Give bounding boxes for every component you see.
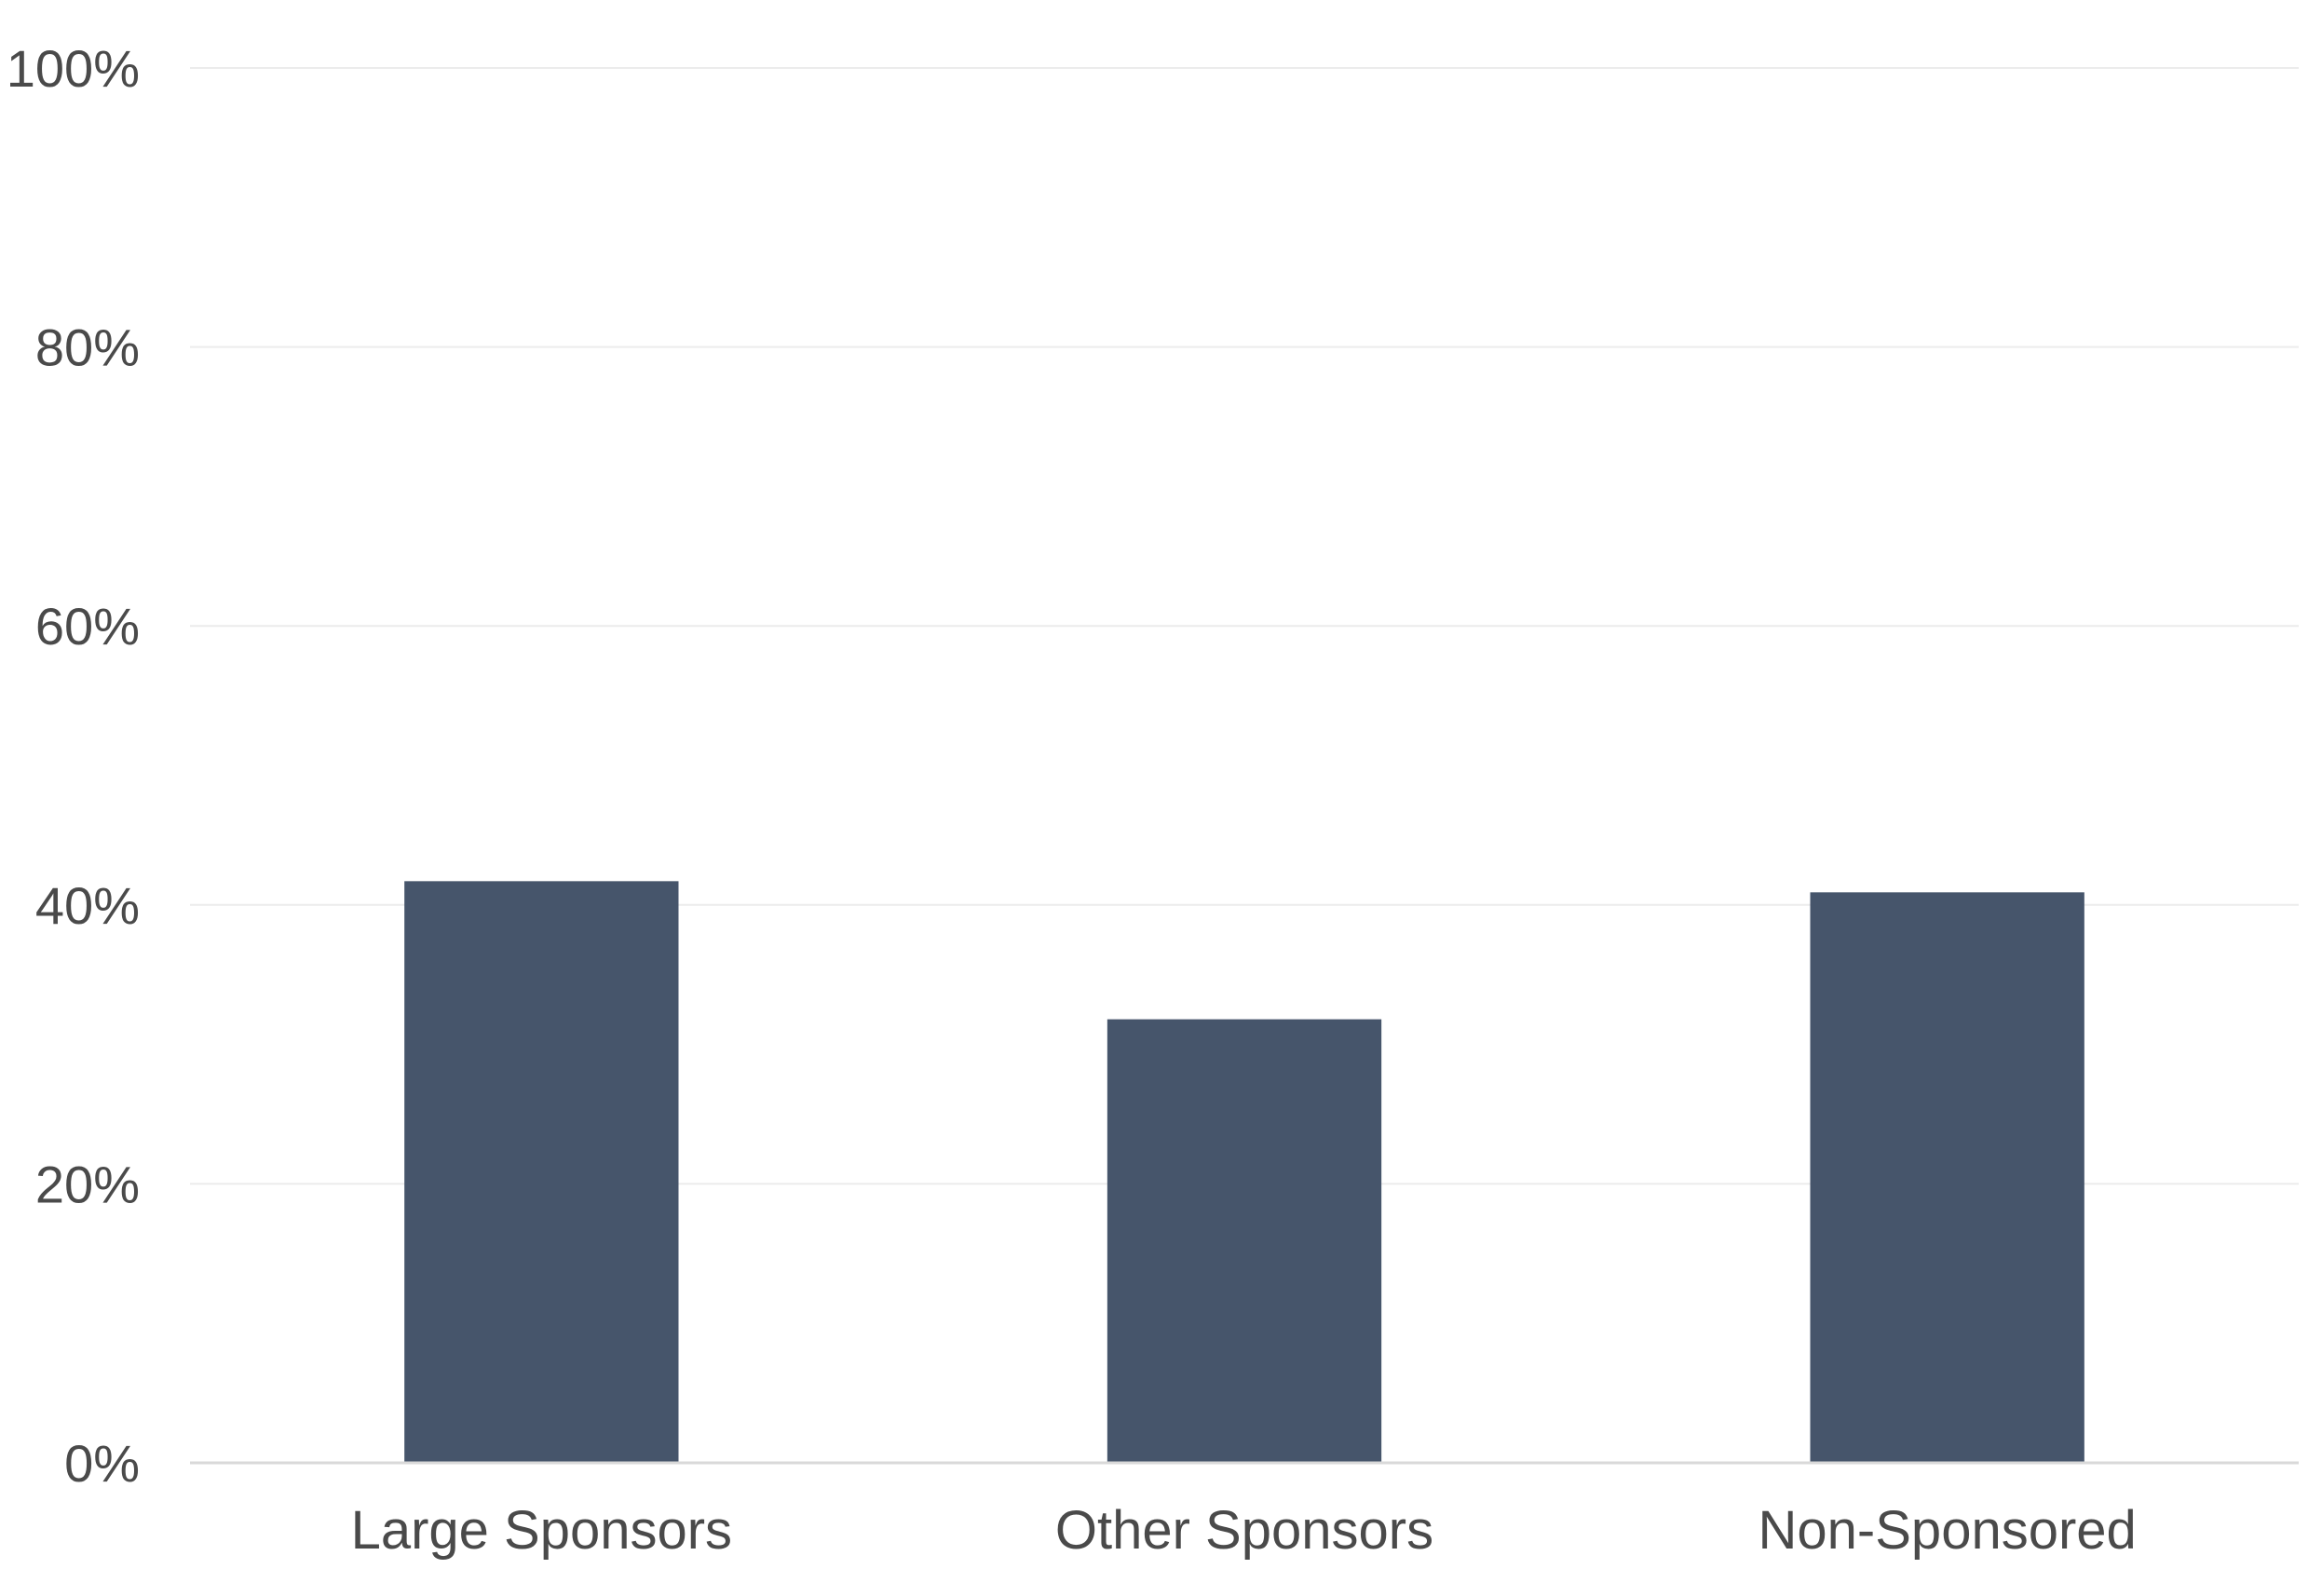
bar-large-sponsors — [404, 881, 679, 1463]
y-tick-label: 60% — [35, 597, 140, 656]
x-axis-categories: Large Sponsors Other Sponsors Non-Sponsore… — [351, 1500, 2137, 1561]
y-tick-label: 40% — [35, 876, 140, 935]
bars — [190, 881, 2299, 1465]
bar-other-sponsors — [1107, 1019, 1382, 1463]
y-tick-label: 20% — [35, 1155, 140, 1213]
y-tick-label: 80% — [35, 318, 140, 377]
x-category-label: Other Sponsors — [1055, 1500, 1433, 1561]
y-tick-label: 100% — [7, 39, 140, 98]
y-axis-ticks: 0% 20% 40% 60% 80% 100% — [7, 39, 140, 1493]
bar-non-sponsored — [1810, 892, 2084, 1463]
x-category-label: Non-Sponsored — [1758, 1500, 2137, 1561]
x-category-label: Large Sponsors — [351, 1500, 732, 1561]
y-tick-label: 0% — [64, 1434, 140, 1493]
